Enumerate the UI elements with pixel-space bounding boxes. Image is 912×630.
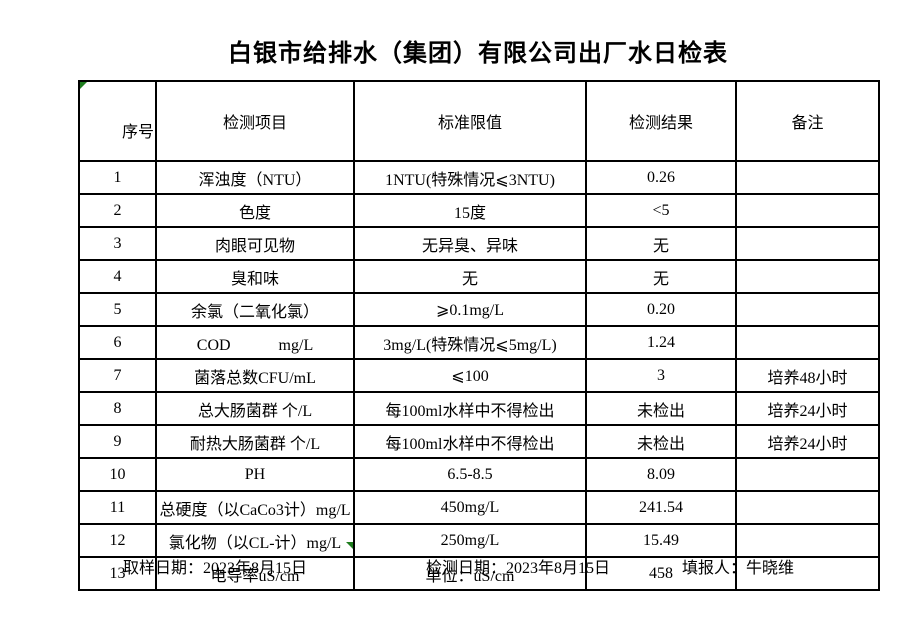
cell-remark: 培养24小时 (735, 424, 880, 459)
reporter-label: 填报人：牛晓维 (682, 560, 795, 577)
cell-item: 氯化物（以CL-计）mg/L (155, 523, 355, 558)
table-row: 10 PH 6.5-8.5 8.09 (78, 457, 880, 492)
cell-remark (735, 226, 880, 261)
cell-no: 10 (78, 457, 157, 492)
cell-remark (735, 556, 880, 591)
cell-item: 色度 (155, 193, 355, 228)
cell-no: 3 (78, 226, 157, 261)
cell-standard: 3mg/L(特殊情况⩽5mg/L) (353, 325, 587, 360)
cell-result: 0.26 (585, 160, 737, 195)
cell-result: 8.09 (585, 457, 737, 492)
cell-result: 未检出 (585, 391, 737, 426)
cell-remark: 培养48小时 (735, 358, 880, 393)
cell-standard: ⩽100 (353, 358, 587, 393)
cell-result: 241.54 (585, 490, 737, 525)
cell-result: 未检出 (585, 424, 737, 459)
table-row: 1 浑浊度（NTU） 1NTU(特殊情况⩽3NTU) 0.26 (78, 160, 880, 195)
table-row: 13 电导率uS/cm 单位：uS/cm 458 (78, 556, 880, 591)
cell-item: PH (155, 457, 355, 492)
cell-remark (735, 457, 880, 492)
cell-standard: 1NTU(特殊情况⩽3NTU) (353, 160, 587, 195)
header-cell-no: 序号 (78, 80, 157, 162)
inspection-table: 序号 检测项目 标准限值 检测结果 备注 1 浑浊度（NTU） 1NTU(特殊情况⩽… (78, 80, 880, 591)
cell-result: 0.20 (585, 292, 737, 327)
table-row: 5 余氯（二氧化氯） ⩾0.1mg/L 0.20 (78, 292, 880, 327)
cell-standard: 无 (353, 259, 587, 294)
cell-item: COD mg/L (155, 325, 355, 360)
table-header: 序号 检测项目 标准限值 检测结果 备注 (78, 80, 880, 162)
cell-remark (735, 325, 880, 360)
test-date-label: 检测日期：2023年8月15日 (426, 560, 611, 577)
header-cell-item: 检测项目 (155, 80, 355, 162)
header-row: 序号 检测项目 标准限值 检测结果 备注 (78, 80, 880, 162)
cell-remark (735, 292, 880, 327)
cell-no: 6 (78, 325, 157, 360)
page-title: 白银市给排水（集团）有限公司出厂水日检表 (228, 41, 728, 67)
table-row: 6 COD mg/L 3mg/L(特殊情况⩽5mg/L) 1.24 (78, 325, 880, 360)
table-row: 12 氯化物（以CL-计）mg/L 250mg/L 15.49 (78, 523, 880, 558)
cell-remark: 培养24小时 (735, 391, 880, 426)
cell-remark (735, 259, 880, 294)
cell-standard: ⩾0.1mg/L (353, 292, 587, 327)
cell-no: 4 (78, 259, 157, 294)
header-cell-standard: 标准限值 (353, 80, 587, 162)
cell-no: 13 (78, 556, 157, 591)
cell-item: 电导率uS/cm (155, 556, 355, 591)
cell-remark (735, 490, 880, 525)
cell-standard: 250mg/L (353, 523, 587, 558)
cell-item: 浑浊度（NTU） (155, 160, 355, 195)
cell-result: <5 (585, 193, 737, 228)
cell-standard: 无异臭、异味 (353, 226, 587, 261)
cell-result: 458 (585, 556, 737, 591)
cell-item: 总大肠菌群 个/L (155, 391, 355, 426)
cell-standard: 450mg/L (353, 490, 587, 525)
cell-no: 1 (78, 160, 157, 195)
cell-standard: 6.5-8.5 (353, 457, 587, 492)
cell-item: 耐热大肠菌群 个/L (155, 424, 355, 459)
cell-result: 1.24 (585, 325, 737, 360)
cell-no: 7 (78, 358, 157, 393)
cell-item: 菌落总数CFU/mL (155, 358, 355, 393)
cell-result: 无 (585, 259, 737, 294)
header-label-no: 序号 (122, 124, 155, 141)
cell-result: 无 (585, 226, 737, 261)
cell-no: 9 (78, 424, 157, 459)
cell-result: 15.49 (585, 523, 737, 558)
cell-item: 总硬度（以CaCo3计）mg/L (155, 490, 355, 525)
cell-no: 5 (78, 292, 157, 327)
cell-no: 2 (78, 193, 157, 228)
table-row: 3 肉眼可见物 无异臭、异味无 (78, 226, 880, 261)
cell-item: 臭和味 (155, 259, 355, 294)
green-corner-marker-icon (81, 83, 87, 89)
green-handle-marker-icon (346, 542, 353, 549)
cell-standard: 15度 (353, 193, 587, 228)
cell-standard: 单位：uS/cm (353, 556, 587, 591)
table-body: 1 浑浊度（NTU） 1NTU(特殊情况⩽3NTU) 0.26 2 色度 15度 <5 3 肉眼可… (78, 160, 880, 591)
cell-remark (735, 523, 880, 558)
table-row: 11 总硬度（以CaCo3计）mg/L 450mg/L 241.54 (78, 490, 880, 525)
sampling-date-label: 取样日期：2023年8月15日 (123, 560, 308, 577)
header-cell-result: 检测结果 (585, 80, 737, 162)
table-row: 2 色度 15度 <5 (78, 193, 880, 228)
cell-item: 肉眼可见物 (155, 226, 355, 261)
table-row: 8 总大肠菌群 个/L 每100ml水样中不得检出 未检出 培养24小时 (78, 391, 880, 426)
table-row: 7 菌落总数CFU/mL ⩽100 3 培养48小时 (78, 358, 880, 393)
cell-item: 余氯（二氧化氯） (155, 292, 355, 327)
cell-no: 8 (78, 391, 157, 426)
cell-standard: 每100ml水样中不得检出 (353, 391, 587, 426)
cell-result: 3 (585, 358, 737, 393)
table-row: 4 臭和味无无 (78, 259, 880, 294)
cell-no: 11 (78, 490, 157, 525)
cell-standard: 每100ml水样中不得检出 (353, 424, 587, 459)
table-row: 9 耐热大肠菌群 个/L 每100ml水样中不得检出 未检出 培养24小时 (78, 424, 880, 459)
cell-remark (735, 160, 880, 195)
cell-remark (735, 193, 880, 228)
cell-no: 12 (78, 523, 157, 558)
header-cell-remark: 备注 (735, 80, 880, 162)
